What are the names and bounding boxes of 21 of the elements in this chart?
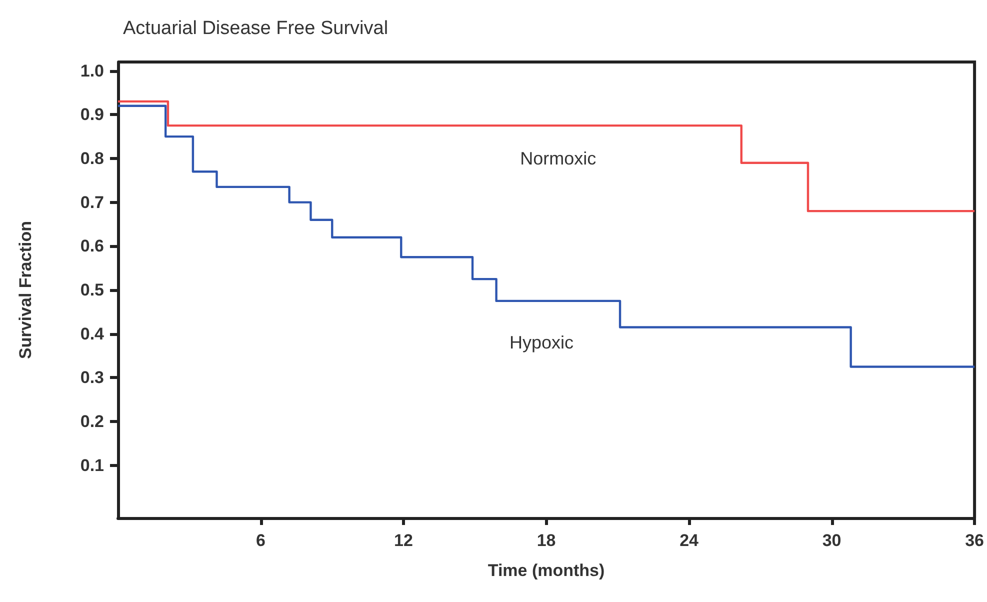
y-tick-label: 1.0	[80, 61, 104, 80]
x-axis-title: Time (months)	[488, 561, 605, 580]
x-tick-label: 24	[680, 531, 700, 550]
y-tick-label: 0.2	[80, 412, 104, 432]
chart-title: Actuarial Disease Free Survival	[123, 18, 388, 39]
y-axis-title: Survival Fraction	[16, 221, 35, 359]
y-tick-label: 0.3	[80, 368, 104, 388]
x-tick-label: 36	[965, 531, 984, 550]
x-tick-label: 30	[822, 531, 842, 550]
y-tick-label: 0.7	[80, 192, 104, 212]
x-tick-label: 18	[536, 531, 556, 550]
y-tick-label: 0.8	[80, 148, 104, 168]
x-tick-label: 12	[394, 531, 413, 550]
series-label: Normoxic	[520, 148, 596, 168]
y-tick-label: 0.6	[80, 236, 104, 256]
y-tick-label: 0.9	[80, 105, 104, 124]
y-tick-label: 0.1	[80, 456, 104, 475]
y-tick-label: 0.4	[80, 324, 105, 344]
series-label: Hypoxic	[510, 332, 574, 353]
x-tick-label: 6	[256, 531, 266, 550]
y-tick-label: 0.5	[80, 280, 104, 300]
